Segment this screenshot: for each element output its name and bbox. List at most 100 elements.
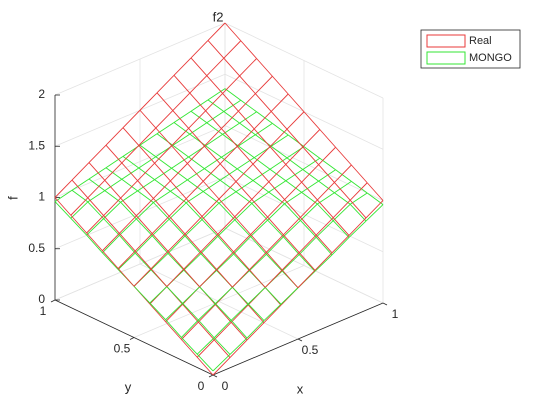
mesh-line	[238, 110, 255, 130]
mesh-line	[134, 250, 152, 270]
mesh-line	[218, 181, 237, 200]
mesh-line	[287, 93, 305, 113]
mesh-line	[286, 111, 305, 130]
mesh-line	[154, 162, 171, 182]
mesh-line	[213, 319, 232, 339]
mesh-line	[86, 215, 104, 234]
mesh-line	[280, 287, 299, 305]
mesh-line	[173, 57, 192, 76]
y-tick	[129, 337, 135, 340]
mesh-line	[314, 252, 333, 271]
mesh-line	[298, 254, 316, 272]
mesh-line	[268, 164, 287, 183]
mesh-line	[171, 145, 188, 164]
mesh-line	[249, 251, 267, 271]
mesh-line	[182, 302, 199, 321]
mesh-line	[224, 22, 242, 42]
mesh-line	[252, 146, 271, 165]
mesh-line	[184, 216, 203, 235]
mesh-line	[150, 253, 169, 271]
mesh-line	[138, 145, 155, 164]
mesh-line	[251, 199, 268, 218]
mesh-line	[103, 201, 121, 219]
mesh-line	[154, 167, 172, 180]
mesh-line	[202, 179, 221, 192]
mesh-line	[318, 169, 336, 182]
mesh-line	[196, 353, 214, 372]
mesh-line	[102, 235, 120, 254]
mesh-line	[86, 218, 104, 236]
mesh-line	[187, 163, 204, 182]
mesh-line	[250, 236, 267, 255]
mesh-line	[170, 163, 188, 182]
mesh-line	[201, 202, 220, 220]
mesh-line	[212, 354, 231, 372]
chart-title: f2	[213, 9, 224, 24]
mesh-line	[184, 219, 203, 237]
mesh-line	[301, 164, 319, 183]
mesh-line	[332, 199, 351, 218]
mesh-line	[165, 303, 183, 323]
mesh-line	[54, 179, 73, 198]
mesh-line	[139, 133, 158, 146]
mesh-line	[281, 252, 300, 271]
mesh-line	[303, 146, 321, 159]
mesh-line	[249, 253, 267, 272]
mesh-line	[71, 178, 90, 191]
y-tick	[50, 299, 56, 303]
mesh-line	[281, 254, 300, 272]
mesh-line	[151, 233, 169, 252]
mesh-line	[117, 250, 136, 269]
mesh-line	[334, 181, 352, 194]
mesh-line	[205, 93, 223, 112]
mesh-line	[332, 217, 350, 236]
mesh-line	[206, 111, 225, 124]
mesh-line	[246, 320, 265, 339]
mesh-line	[136, 215, 153, 234]
mesh-line	[117, 252, 136, 270]
mesh-line	[334, 182, 351, 201]
mesh-line	[222, 75, 240, 94]
mesh-line	[283, 217, 301, 236]
mesh-line	[105, 167, 123, 180]
mesh-line	[217, 219, 236, 237]
mesh-line	[189, 92, 206, 112]
legend-swatch	[426, 34, 466, 48]
mesh-line	[285, 169, 304, 182]
mesh-line	[165, 319, 182, 338]
mesh-line	[155, 110, 174, 129]
mesh-line	[54, 201, 72, 219]
mesh-line	[165, 302, 183, 321]
mesh-line	[334, 164, 352, 183]
y-tick	[208, 374, 214, 378]
mesh-line	[204, 156, 222, 169]
x-tick	[297, 338, 303, 342]
x-tick	[212, 374, 218, 378]
mesh-line	[239, 122, 256, 136]
z-tick-label: 0.5	[28, 241, 45, 255]
mesh-line	[156, 92, 174, 111]
mesh-line	[137, 179, 155, 192]
mesh-line	[301, 180, 319, 193]
mesh-line	[332, 220, 350, 238]
mesh-line	[349, 182, 368, 201]
mesh-line	[205, 134, 223, 147]
mesh-line	[283, 220, 301, 238]
mesh-line	[251, 191, 270, 204]
mesh-line	[102, 250, 119, 269]
mesh-line	[349, 203, 367, 222]
mesh-line	[121, 167, 140, 180]
mesh-line	[167, 251, 185, 270]
mesh-line	[181, 319, 199, 338]
mesh-line	[185, 191, 204, 204]
mesh-line	[70, 218, 87, 236]
z-tick-label: 1	[38, 190, 45, 204]
mesh-line	[198, 319, 215, 339]
mesh-line	[206, 75, 223, 94]
mesh-line	[219, 179, 237, 193]
mesh-line	[120, 197, 137, 217]
mesh-line	[198, 304, 216, 323]
mesh-line	[120, 201, 137, 220]
mesh-line	[171, 167, 188, 181]
z-axis-label: f	[5, 196, 20, 200]
